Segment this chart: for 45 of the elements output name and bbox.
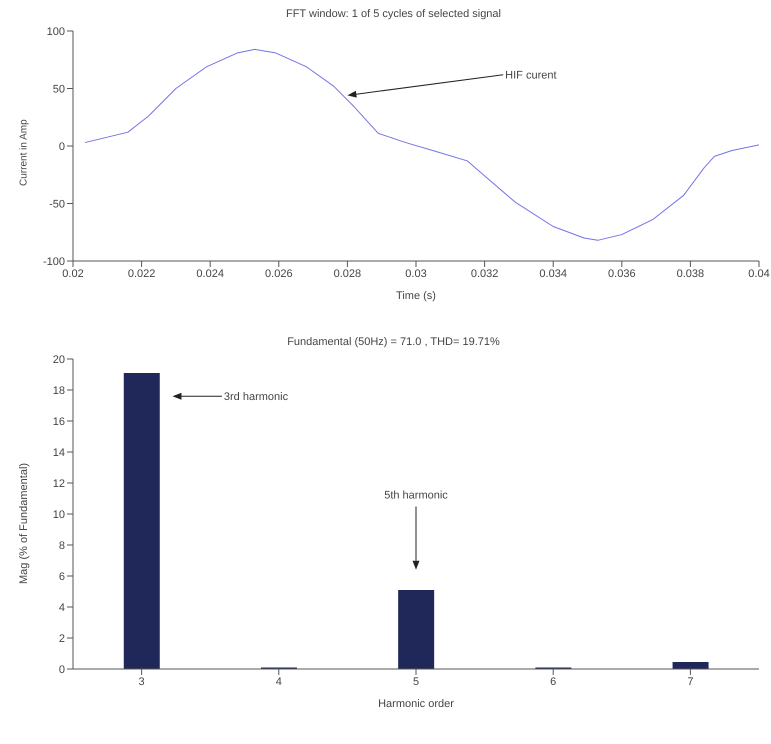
y-tick-label: 50	[52, 83, 65, 96]
x-tick-label: 4	[276, 676, 282, 688]
y-tick-label: 8	[58, 540, 65, 552]
y-tick-label: 6	[58, 570, 65, 583]
y-tick-label: 14	[52, 446, 65, 459]
x-tick-label: 0.038	[676, 268, 704, 280]
annotation: 3rd harmonic	[224, 391, 289, 404]
x-tick-label: 0.036	[608, 268, 636, 280]
chart-title: Fundamental (50Hz) = 71.0 , THD= 19.71%	[286, 336, 501, 350]
y-tick-label: 16	[52, 416, 65, 428]
x-tick-label: 0.02	[62, 268, 84, 280]
x-tick-label: 7	[687, 676, 694, 688]
y-tick-label: 2	[58, 632, 65, 645]
bar	[398, 590, 434, 669]
y-tick-label: 4	[58, 602, 65, 614]
y-tick-label: 10	[52, 508, 65, 521]
x-tick-label: 0.022	[128, 268, 156, 280]
y-tick-label: 20	[52, 354, 65, 366]
chart-title: FFT window: 1 of 5 cycles of selected signal	[284, 8, 502, 22]
x-tick-label: 6	[550, 676, 556, 688]
y-tick-label: 0	[58, 140, 65, 153]
line-series	[84, 48, 759, 241]
bar	[672, 662, 709, 669]
y-tick-label: 100	[46, 26, 65, 38]
x-tick-label: 0.04	[748, 268, 770, 280]
y-axis-title: Current in Amp	[18, 118, 30, 186]
x-tick-label: 0.024	[196, 268, 224, 280]
x-axis-title: Harmonic order	[378, 698, 454, 710]
x-tick-label: 0.032	[470, 268, 498, 280]
x-tick-label: 0.034	[539, 268, 567, 280]
x-tick-label: 3	[138, 676, 145, 688]
x-tick-label: 0.026	[265, 268, 293, 280]
y-tick-label: 0	[58, 664, 65, 676]
x-tick-label: 0.028	[334, 268, 362, 280]
x-tick-label: 5	[412, 676, 420, 688]
y-tick-label: -50	[49, 198, 65, 210]
y-axis-title: Mag (% of Fundamental)	[18, 462, 30, 584]
y-tick-label: -100	[42, 256, 65, 268]
y-tick-label: 18	[52, 384, 65, 397]
y-tick-label: 12	[52, 478, 65, 490]
x-tick-label: 0.03	[405, 268, 427, 280]
annotation: HIF curent	[505, 70, 557, 82]
x-axis-title: Time (s)	[396, 290, 436, 302]
bar	[124, 372, 160, 669]
annotation: 5th harmonic	[384, 490, 448, 502]
